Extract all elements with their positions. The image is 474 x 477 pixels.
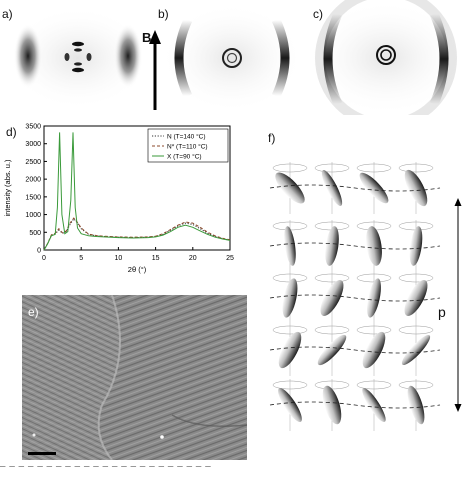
pitch-label: p <box>438 304 446 320</box>
y-tick-label: 1000 <box>25 212 41 219</box>
plot-frame <box>43 125 231 251</box>
panel-label-f: f) <box>268 131 276 145</box>
panel-label-e: e) <box>28 305 39 319</box>
intensity-chart: 0 5 10 15 20 25 0 500 1000 1500 2000 2500 3000 3500 2θ… <box>3 124 234 275</box>
y-tick-label: 0 <box>37 248 41 255</box>
legend-box <box>147 128 229 163</box>
wide-angle-arc-left <box>174 18 193 98</box>
micrograph <box>22 295 247 460</box>
mesogen-molecule <box>401 334 431 366</box>
field-label: B <box>142 30 152 45</box>
mesogen-molecule <box>317 334 347 366</box>
mesogen-molecule <box>404 169 428 207</box>
helix-path <box>269 184 441 192</box>
mesogen-molecule <box>366 226 382 266</box>
y-tick-label: 3500 <box>25 124 41 131</box>
series-line-2 <box>43 217 231 251</box>
wide-angle-reflection-right <box>114 24 142 88</box>
wide-angle-arc-right-c <box>429 12 449 106</box>
x-tick-label: 10 <box>115 255 123 262</box>
caption-fragment: ▔ ▔ ▔ ▔ ▔ ▔ ▔ ▔ ▔ ▔ ▔ ▔ ▔ ▔ ▔ ▔ ▔ ▔ ▔ ▔ … <box>0 467 212 474</box>
helix-path <box>269 242 441 250</box>
helix-path <box>269 401 441 409</box>
pattern-a <box>6 6 150 110</box>
legend-entry-3: X (T=90 °C) <box>167 153 202 161</box>
panel-label-b: b) <box>158 7 169 21</box>
pattern-c <box>306 0 466 115</box>
pattern-b <box>149 3 304 113</box>
scale-bar <box>28 452 56 455</box>
series-line-3 <box>43 132 231 251</box>
x-tick-label: 20 <box>189 255 197 262</box>
x-tick-label: 5 <box>79 255 83 262</box>
mesogen-molecule <box>409 226 423 266</box>
mesogen-molecule <box>282 278 298 318</box>
mesogen-molecule <box>362 387 386 423</box>
legend-entry-2: N* (T=110 °C) <box>167 143 208 151</box>
wide-angle-arc-left-c <box>323 12 343 106</box>
y-tick-label: 500 <box>29 230 41 237</box>
helix-schematic <box>269 162 462 431</box>
mesogen-molecule <box>367 278 381 318</box>
mesogen-molecule <box>407 385 425 425</box>
x-axis-label: 2θ (°) <box>128 265 147 274</box>
panel-label-d: d) <box>6 125 17 139</box>
x-tick-label: 25 <box>226 255 234 262</box>
helix-path <box>269 294 441 302</box>
y-tick-label: 3000 <box>25 141 41 148</box>
x-tick-label: 0 <box>42 255 46 262</box>
wide-angle-reflection-left <box>14 24 42 88</box>
mesogen-molecule <box>404 279 428 317</box>
mesogen-molecule <box>275 172 305 204</box>
mesogen-molecule <box>325 226 339 266</box>
mesogen-molecule <box>359 172 389 204</box>
mesogen-molecule <box>278 387 302 423</box>
y-tick-label: 2500 <box>25 159 41 166</box>
mesogen-molecule <box>320 279 344 317</box>
panel-label-c: c) <box>313 7 323 21</box>
panel-label-a: a) <box>2 7 13 21</box>
y-axis-label: intensity (abs. u.) <box>3 159 12 217</box>
y-tick-label: 2000 <box>25 177 41 184</box>
mesogen-molecule <box>362 331 386 369</box>
x-tick-label: 15 <box>152 255 160 262</box>
mesogen-molecule <box>321 170 343 206</box>
xray-patterns <box>6 0 466 115</box>
mesogen-molecule <box>284 226 296 266</box>
series-line-1 <box>43 217 231 251</box>
helix-path <box>269 346 441 354</box>
mesogen-molecule <box>322 385 342 425</box>
y-tick-label: 1500 <box>25 194 41 201</box>
mesogen-molecule <box>278 331 302 369</box>
legend-entry-1: N (T=140 °C) <box>167 133 206 141</box>
wide-angle-arc-right <box>271 18 290 98</box>
